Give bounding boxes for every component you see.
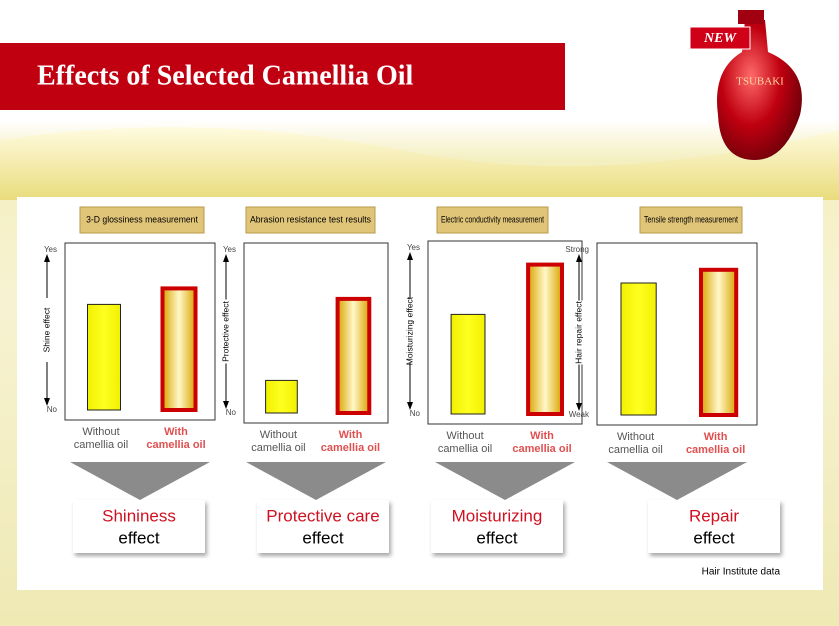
chart-title-box — [436, 206, 549, 234]
x-tick-label: With camellia oil — [685, 431, 746, 456]
y-axis-label: Protective effect — [220, 300, 230, 361]
chevron — [246, 462, 386, 500]
y-tick-label: Yes — [223, 245, 236, 254]
y-label-bg — [405, 299, 415, 363]
chevron — [607, 462, 747, 500]
result-name: Repair — [689, 506, 739, 525]
title-banner — [0, 43, 565, 110]
title: Effects of Selected Camellia Oil — [37, 60, 414, 91]
wave — [0, 127, 839, 200]
result-name: Shininess — [102, 506, 176, 525]
x-tick-label: Without camellia oil — [608, 431, 663, 456]
brand: TSUBAKI — [736, 76, 784, 88]
y-label-bg — [42, 298, 52, 362]
y-tick-label: No — [47, 405, 58, 414]
bar — [335, 296, 372, 415]
x-tick-label: Without camellia oil — [73, 426, 129, 451]
bar — [620, 282, 657, 416]
y-axis-label: Moisturizing effect — [404, 296, 414, 365]
result-box — [431, 500, 563, 553]
x-tick-label: With camellia oil — [146, 426, 206, 451]
chart-title: Tensile strength measurement — [644, 215, 738, 226]
x-tick-label: Without camellia oil — [251, 429, 306, 454]
chart-title: Abrasion resistance test results — [250, 215, 371, 226]
y-axis-label: Hair repair effect — [573, 301, 583, 364]
bar — [160, 286, 198, 412]
badge — [689, 26, 751, 50]
result-box — [648, 500, 780, 553]
bottle — [717, 20, 802, 160]
chevron — [70, 462, 210, 500]
y-tick-label: No — [410, 409, 421, 418]
y-label-bg — [221, 299, 231, 364]
badge-text: NEW — [703, 31, 737, 46]
result-box — [73, 500, 205, 553]
x-tick-label: Without camellia oil — [437, 430, 493, 455]
result-word: effect — [302, 528, 344, 547]
result-box — [257, 500, 389, 553]
bar — [265, 379, 298, 414]
y-axis-label: Shine effect — [41, 307, 51, 352]
chart-title-box — [79, 206, 205, 234]
bar — [526, 262, 564, 416]
result-name: Moisturizing — [452, 506, 543, 525]
chart-title: Electric conductivity measurement — [441, 215, 544, 226]
y-tick-label: Yes — [407, 243, 420, 252]
y-tick-label: Strong — [565, 245, 589, 254]
chevron — [435, 462, 575, 500]
y-tick-label: Yes — [44, 245, 57, 254]
source: Hair Institute data — [702, 567, 781, 578]
chart-title-box — [639, 206, 743, 234]
bottle-cap — [738, 10, 764, 24]
result-word: effect — [476, 528, 518, 547]
y-tick-label: Weak — [569, 410, 590, 419]
chart-title-box — [245, 206, 376, 234]
result-word: effect — [118, 528, 160, 547]
chart-title: 3-D glossiness measurement — [86, 215, 198, 226]
bar — [450, 313, 486, 415]
y-tick-label: No — [226, 408, 237, 417]
x-tick-label: With camellia oil — [512, 430, 572, 455]
result-name: Protective care — [266, 506, 379, 525]
bar — [87, 303, 121, 411]
y-label-bg — [574, 300, 584, 365]
x-tick-label: With camellia oil — [320, 429, 381, 454]
bar — [699, 267, 739, 417]
result-word: effect — [693, 528, 735, 547]
